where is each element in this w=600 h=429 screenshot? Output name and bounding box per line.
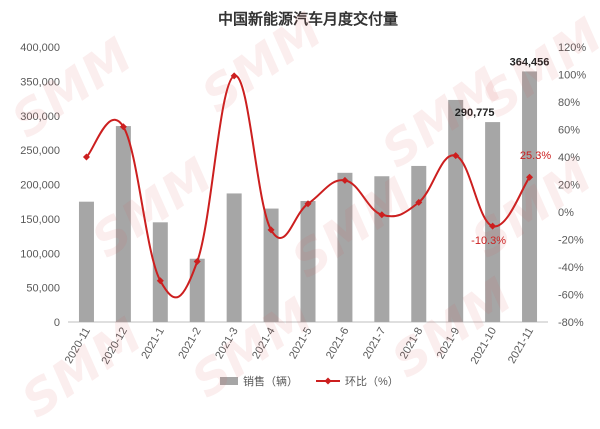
y-left-tick-label: 250,000 — [20, 145, 60, 157]
line-point-marker — [304, 200, 312, 208]
y-right-tick-label: 80% — [558, 97, 580, 109]
y-left-tick-label: 0 — [54, 317, 60, 329]
x-tick-label: 2021-11 — [506, 326, 536, 366]
y-right-tick-label: 0% — [558, 207, 574, 219]
bar — [189, 258, 205, 322]
y-left-tick-label: 200,000 — [20, 180, 60, 192]
bar-data-label: 290,775 — [455, 107, 495, 119]
y-left-tick-label: 300,000 — [20, 111, 60, 123]
y-right-tick-label: 40% — [558, 152, 580, 164]
y-right-tick-label: 20% — [558, 180, 580, 192]
combo-chart: 中国新能源汽车月度交付量 0 50,000 100,000 150,000 200,000… — [20, 10, 586, 388]
line-point-marker — [341, 176, 349, 184]
line-point-marker — [489, 222, 497, 230]
line-point-marker — [378, 211, 386, 219]
bar — [485, 122, 501, 322]
x-tick-label: 2021-7 — [361, 326, 389, 362]
bar — [115, 126, 131, 322]
y-right-tick-label: 60% — [558, 125, 580, 137]
bar-data-label: 364,456 — [510, 56, 550, 68]
x-tick-label: 2021-4 — [250, 326, 278, 362]
line-point-marker — [452, 152, 460, 160]
line-point-marker — [526, 173, 534, 181]
x-tick-label: 2021-5 — [287, 326, 315, 362]
x-tick-label: 2021-1 — [139, 326, 167, 362]
line-data-label: -10.3% — [471, 235, 506, 247]
bar — [374, 176, 390, 322]
y-left-tick-label: 350,000 — [20, 76, 60, 88]
line-point-marker — [193, 258, 201, 265]
line-point-marker — [415, 198, 423, 206]
y-right-tick-label: 120% — [558, 42, 586, 54]
x-tick-label: 2021-6 — [324, 326, 352, 362]
x-tick-label: 2021-8 — [398, 326, 426, 362]
line-data-label: 25.3% — [520, 150, 551, 162]
x-tick-label: 2021-10 — [469, 325, 500, 366]
line-point-marker — [119, 123, 127, 131]
y-right-tick-label: -20% — [558, 235, 584, 247]
legend-bar-swatch — [220, 377, 238, 385]
y-left-tick-label: 150,000 — [20, 214, 60, 226]
bar — [448, 99, 464, 322]
legend-entry: 环比（%） — [345, 375, 399, 388]
bar — [337, 172, 353, 322]
legend-line-marker — [324, 377, 332, 385]
line-point-marker — [267, 226, 275, 234]
y-left-tick-label: 400,000 — [20, 42, 60, 54]
x-tick-label: 2020-11 — [63, 326, 93, 366]
y-left-tick-label: 100,000 — [20, 248, 60, 260]
line-point-marker — [156, 277, 164, 285]
bar — [226, 193, 242, 322]
bar — [300, 201, 316, 322]
line-point-marker — [82, 153, 90, 161]
line-point-marker — [230, 72, 238, 80]
y-right-tick-label: -80% — [558, 317, 584, 329]
y-right-tick-label: -40% — [558, 262, 584, 274]
bar — [263, 208, 279, 322]
bar — [152, 222, 168, 322]
bar — [78, 201, 94, 322]
bar — [522, 71, 538, 323]
chart-title: 中国新能源汽车月度交付量 — [218, 10, 398, 28]
y-left-tick-label: 50,000 — [26, 283, 60, 295]
x-tick-label: 2021-2 — [176, 326, 204, 362]
x-tick-label: 2021-9 — [435, 326, 463, 362]
x-tick-label: 2020-12 — [99, 326, 130, 367]
y-right-tick-label: 100% — [558, 70, 586, 82]
bar — [411, 165, 427, 322]
y-right-tick-label: -60% — [558, 290, 584, 302]
legend-entry: 销售（辆） — [243, 374, 298, 388]
x-tick-label: 2021-3 — [213, 326, 241, 362]
